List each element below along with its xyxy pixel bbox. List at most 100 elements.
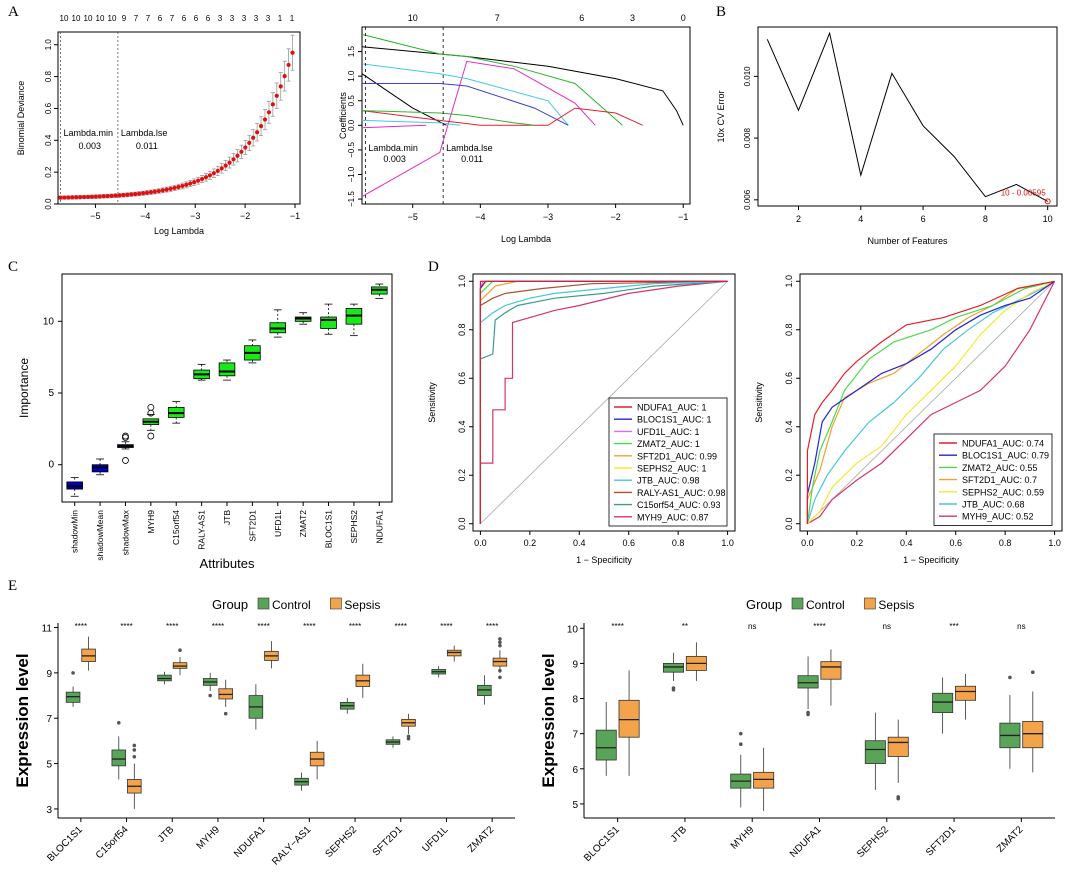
top-count-label: 3: [630, 13, 635, 23]
deviance-point: [219, 166, 224, 171]
deviance-point: [117, 193, 122, 198]
deviance-point: [239, 149, 244, 154]
x-tick-label: JTB: [222, 510, 232, 525]
x-tick-label: −4: [475, 212, 485, 222]
x-tick-label: 4: [858, 214, 863, 224]
coefficient-path: [361, 33, 623, 126]
cv-error-line: [766, 31, 1048, 202]
outlier-point: [132, 743, 137, 748]
deviance-point: [137, 191, 142, 196]
deviance-point: [62, 195, 67, 200]
y-tick-label: 0.6: [457, 372, 467, 385]
legend-label: ZMAT2_AUC: 0.55: [962, 463, 1037, 473]
deviance-point: [270, 102, 275, 107]
outlier-point: [738, 731, 743, 736]
y-tick-label: 7: [46, 714, 52, 725]
legend-label: BLOC1S1_AUC: 1: [637, 415, 712, 425]
deviance-point: [207, 173, 213, 178]
x-axis-label: Number of Features: [867, 236, 948, 246]
y-axis-label: Coefficients: [338, 92, 348, 139]
significance-label: ****: [166, 622, 178, 631]
y-axis-label: Expression level: [539, 653, 558, 787]
x-axis-label: Log Lambda: [154, 226, 204, 236]
y-tick-label: 0.0: [347, 119, 356, 131]
expression-box: [797, 675, 819, 689]
significance-label: ****: [303, 622, 315, 631]
y-tick-label: 10: [43, 316, 55, 327]
y-tick-label: 1.0: [347, 70, 356, 82]
deviance-point: [121, 192, 126, 198]
y-tick-label: 0.4: [784, 420, 794, 433]
x-tick-label: BLOC1S1: [324, 510, 334, 549]
lambda-label: Lambda.min: [63, 128, 113, 138]
top-count-label: 7: [134, 14, 139, 23]
x-tick-label: shadowMax: [120, 509, 130, 555]
importance-box: [218, 362, 236, 377]
x-axis-label: 1 − Specificity: [576, 555, 632, 565]
y-tick-label: 0.008: [743, 128, 752, 149]
y-tick-label: −0.5: [347, 141, 356, 157]
outlier-point: [147, 432, 155, 440]
y-tick-label: 0.2: [44, 166, 53, 178]
expression-box: [887, 736, 909, 757]
y-tick-label: 1.0: [44, 39, 53, 51]
top-count-label: 10: [72, 14, 81, 23]
y-tick-label: 5: [48, 388, 54, 399]
expression-box: [864, 740, 886, 764]
deviance-point: [109, 193, 114, 198]
deviance-point: [247, 140, 252, 145]
legend-swatch: [791, 597, 804, 610]
outlier-point: [147, 409, 155, 417]
y-tick-label: 0.6: [44, 102, 53, 114]
x-tick-label: −5: [90, 211, 100, 221]
y-tick-label: 10: [567, 624, 579, 635]
expression-box: [753, 771, 775, 789]
legend-label: NDUFA1_AUC: 0.74: [962, 439, 1044, 449]
y-tick-label: 0.2: [457, 469, 467, 482]
legend-label: MYH9_AUC: 0.87: [637, 512, 709, 522]
x-tick-label: −3: [543, 212, 553, 222]
deviance-point: [93, 194, 98, 199]
top-count-label: 6: [182, 14, 187, 23]
lambda-label: Lambda.lse: [121, 128, 168, 138]
y-tick-label: 0.5: [347, 95, 356, 107]
legend-label: ZMAT2_AUC: 1: [637, 439, 700, 449]
top-count-label: 10: [60, 14, 69, 23]
x-tick-label: 0.6: [622, 538, 635, 548]
deviance-point: [227, 160, 232, 165]
y-tick-label: 0: [48, 460, 54, 471]
deviance-point: [74, 195, 79, 200]
deviance-point: [81, 194, 87, 200]
outlier-point: [806, 712, 810, 717]
top-count-label: 1: [278, 14, 283, 23]
deviance-point: [156, 188, 161, 194]
x-tick-label: 0.4: [573, 538, 586, 548]
significance-label: ****: [257, 622, 269, 631]
y-tick-label: 0.0: [44, 198, 53, 210]
panel-a-coefficient-paths: −5 −4 −3 −2 −1 −1.5 −1.0 −0.5 0.0 0.5 1.0 1.5 Log La…: [338, 13, 691, 244]
legend-label: RALY-AS1_AUC: 0.98: [637, 488, 726, 498]
y-tick-label: 0.6: [784, 372, 794, 385]
deviance-point: [184, 182, 189, 187]
deviance-point: [105, 193, 110, 199]
legend-label: Control: [272, 598, 311, 612]
deviance-point: [89, 194, 95, 199]
outlier-point: [498, 668, 502, 673]
deviance-point: [286, 62, 291, 68]
y-tick-label: 11: [42, 624, 53, 635]
x-tick-label: 0.6: [949, 538, 962, 548]
roc-curve: [479, 280, 728, 524]
roc-curve: [807, 281, 1056, 525]
legend-label: JTB_AUC: 0.68: [962, 500, 1025, 510]
roc-curve: [806, 280, 1055, 524]
x-tick-label: 1.0: [1048, 538, 1061, 548]
x-tick-label: 8: [983, 214, 988, 224]
x-tick-label: 0.8: [999, 538, 1012, 548]
coefficient-path: [361, 124, 427, 129]
legend-swatch: [864, 597, 876, 610]
y-tick-label: 5: [572, 800, 578, 811]
top-count-label: 7: [170, 14, 175, 23]
top-count-label: 10: [96, 14, 105, 23]
x-tick-label: 0.0: [801, 538, 814, 548]
